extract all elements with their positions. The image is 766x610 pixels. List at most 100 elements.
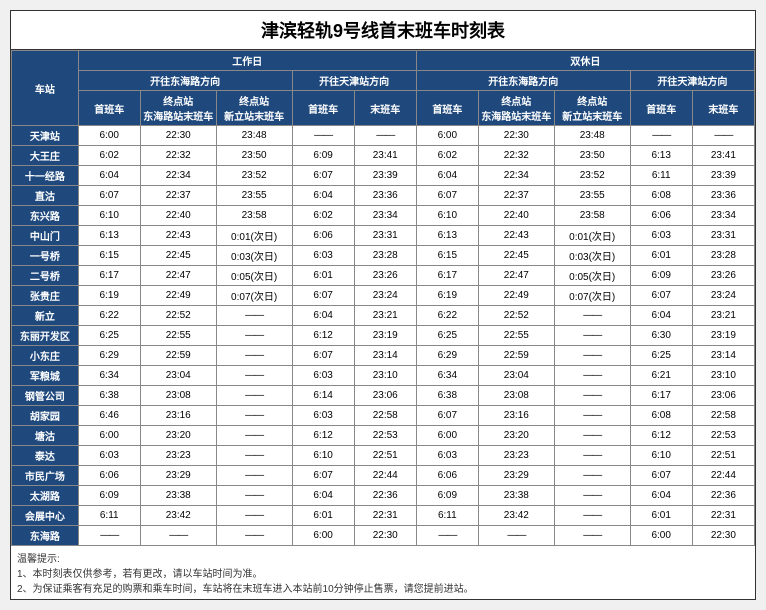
time-cell: 6:30	[630, 326, 692, 346]
footer-label: 温馨提示:	[17, 550, 749, 565]
time-cell: 23:55	[216, 186, 292, 206]
station-name: 直沽	[12, 186, 79, 206]
time-cell: 22:43	[140, 226, 216, 246]
time-cell: 6:07	[630, 286, 692, 306]
time-cell: ——	[354, 126, 416, 146]
time-cell: 6:00	[78, 426, 140, 446]
time-cell: 22:36	[692, 486, 754, 506]
time-cell: 23:06	[354, 386, 416, 406]
station-name: 会展中心	[12, 506, 79, 526]
time-cell: 23:58	[216, 206, 292, 226]
time-cell: 6:00	[416, 126, 478, 146]
table-row: 张贵庄6:1922:490:07(次日)6:0723:246:1922:490:…	[12, 286, 755, 306]
footer-line1: 1、本时刻表仅供参考，若有更改，请以车站时间为准。	[17, 565, 749, 580]
time-cell: 6:12	[292, 426, 354, 446]
table-row: 东兴路6:1022:4023:586:0223:346:1022:4023:58…	[12, 206, 755, 226]
table-header: 车站 工作日 双休日 开往东海路方向 开往天津站方向 开往东海路方向 开往天津站…	[12, 51, 755, 126]
time-cell: 6:03	[78, 446, 140, 466]
time-cell: ——	[216, 326, 292, 346]
table-row: 会展中心6:1123:42——6:0122:316:1123:42——6:012…	[12, 506, 755, 526]
time-cell: 22:47	[140, 266, 216, 286]
col-we-tianjin: 开往天津站方向	[630, 71, 754, 91]
time-cell: 23:52	[216, 166, 292, 186]
time-cell: 6:19	[78, 286, 140, 306]
col-we-donghai: 开往东海路方向	[416, 71, 630, 91]
station-name: 张贵庄	[12, 286, 79, 306]
time-cell: ——	[216, 406, 292, 426]
time-cell: 6:04	[630, 306, 692, 326]
time-cell: 23:16	[140, 406, 216, 426]
station-name: 市民广场	[12, 466, 79, 486]
time-cell: 22:44	[692, 466, 754, 486]
timetable-title: 津滨轻轨9号线首末班车时刻表	[11, 11, 755, 50]
time-cell: 23:23	[478, 446, 554, 466]
h-we-tj-last: 末班车	[692, 91, 754, 126]
time-cell: 23:08	[140, 386, 216, 406]
time-cell: ——	[554, 426, 630, 446]
time-cell: 6:46	[78, 406, 140, 426]
h-wd-tj-last: 末班车	[354, 91, 416, 126]
time-cell: 6:02	[78, 146, 140, 166]
table-row: 东海路——————6:0022:30——————6:0022:30	[12, 526, 755, 546]
time-cell: 6:11	[78, 506, 140, 526]
time-cell: 23:21	[692, 306, 754, 326]
time-cell: 6:12	[630, 426, 692, 446]
time-cell: 6:09	[416, 486, 478, 506]
time-cell: 23:34	[692, 206, 754, 226]
time-cell: 22:40	[478, 206, 554, 226]
time-cell: ——	[416, 526, 478, 546]
time-cell: 6:00	[292, 526, 354, 546]
table-body: 天津站6:0022:3023:48————6:0022:3023:48————大…	[12, 126, 755, 546]
time-cell: 6:06	[78, 466, 140, 486]
time-cell: 23:14	[354, 346, 416, 366]
time-cell: ——	[630, 126, 692, 146]
h-we-tj-first: 首班车	[630, 91, 692, 126]
table-row: 直沽6:0722:3723:556:0423:366:0722:3723:556…	[12, 186, 755, 206]
time-cell: 23:39	[692, 166, 754, 186]
time-cell: 23:50	[216, 146, 292, 166]
time-cell: 6:03	[292, 406, 354, 426]
time-cell: 6:09	[292, 146, 354, 166]
time-cell: 6:15	[416, 246, 478, 266]
station-name: 大王庄	[12, 146, 79, 166]
time-cell: 22:36	[354, 486, 416, 506]
time-cell: 23:29	[140, 466, 216, 486]
time-cell: 6:03	[292, 246, 354, 266]
time-cell: 6:10	[78, 206, 140, 226]
time-cell: ——	[216, 366, 292, 386]
time-cell: 23:26	[692, 266, 754, 286]
station-name: 小东庄	[12, 346, 79, 366]
table-row: 新立6:2222:52——6:0423:216:2222:52——6:0423:…	[12, 306, 755, 326]
time-cell: 23:41	[692, 146, 754, 166]
time-cell: ——	[216, 386, 292, 406]
time-cell: 22:58	[354, 406, 416, 426]
time-cell: 22:34	[478, 166, 554, 186]
station-name: 泰达	[12, 446, 79, 466]
time-cell: 23:14	[692, 346, 754, 366]
time-cell: 23:08	[478, 386, 554, 406]
h-we-dh-term1: 终点站东海路站末班车	[478, 91, 554, 126]
time-cell: 22:44	[354, 466, 416, 486]
time-cell: 6:17	[630, 386, 692, 406]
col-wd-tianjin: 开往天津站方向	[292, 71, 416, 91]
time-cell: 6:01	[292, 506, 354, 526]
time-cell: 6:04	[416, 166, 478, 186]
time-cell: ——	[554, 326, 630, 346]
station-name: 中山门	[12, 226, 79, 246]
station-name: 钢管公司	[12, 386, 79, 406]
time-cell: 6:01	[292, 266, 354, 286]
time-cell: 6:04	[630, 486, 692, 506]
time-cell: ——	[554, 486, 630, 506]
station-name: 新立	[12, 306, 79, 326]
time-cell: 6:12	[292, 326, 354, 346]
time-cell: 23:19	[354, 326, 416, 346]
timetable-container: 津滨轻轨9号线首末班车时刻表 车站 工作日 双休日 开往东海路方向 开往天津站方…	[10, 10, 756, 600]
h-wd-dh-first: 首班车	[78, 91, 140, 126]
time-cell: 22:53	[692, 426, 754, 446]
time-cell: ——	[554, 466, 630, 486]
table-row: 军粮城6:3423:04——6:0323:106:3423:04——6:2123…	[12, 366, 755, 386]
time-cell: 6:25	[416, 326, 478, 346]
time-cell: 23:24	[692, 286, 754, 306]
time-cell: 6:03	[292, 366, 354, 386]
station-name: 天津站	[12, 126, 79, 146]
